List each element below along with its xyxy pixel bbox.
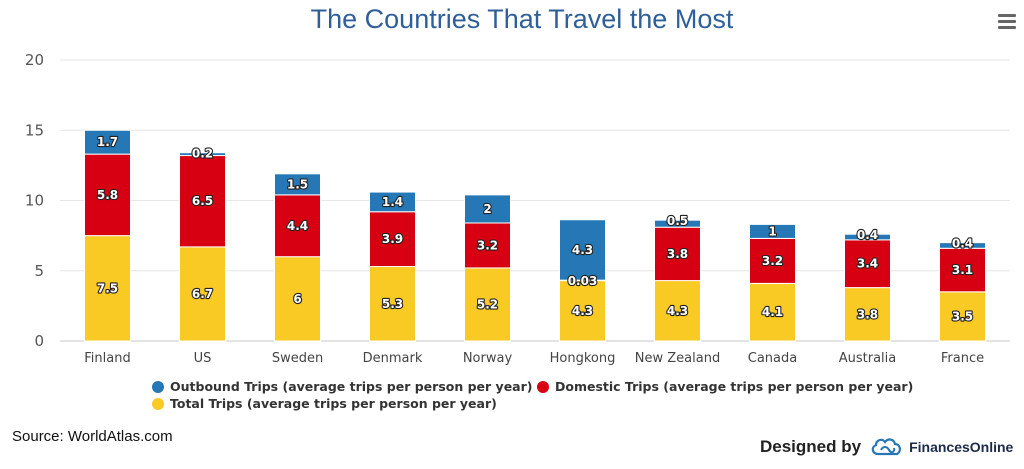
legend-marker [152,398,164,410]
data-label: 7.5 [97,281,118,295]
bar-segment[interactable] [274,173,321,196]
data-labels: 7.5 5.8 1.7 6.7 6.5 0.2 6 4.4 1.5 5.3 3.9 1.4 5.2 3.2… [96,134,974,324]
bar-segment[interactable] [274,194,321,258]
financesonline-logo-icon [871,438,902,456]
legend[interactable]: Outbound Trips (average trips per person… [152,379,913,411]
data-label: 4.3 [667,304,688,318]
data-label: 3.8 [667,247,688,261]
bar-segment[interactable] [939,242,986,249]
data-label: 3.5 [952,309,973,323]
data-label: 0.4 [952,237,973,251]
legend-item[interactable]: Total Trips (average trips per person pe… [152,396,497,411]
legend-item[interactable]: Domestic Trips (average trips per person… [537,379,913,394]
data-label: 0.4 [857,228,878,242]
x-tick-label: Hongkong [550,351,616,366]
data-label: 3.9 [382,232,403,246]
data-label: 6 [293,292,301,306]
data-label: 6.7 [192,287,213,301]
legend-label: Outbound Trips (average trips per person… [170,379,532,394]
data-label: 5.3 [382,297,403,311]
legend-marker [152,381,164,393]
legend-item[interactable]: Outbound Trips (average trips per person… [152,379,532,394]
y-axis-ticks: 0 5 10 15 20 [25,51,44,350]
x-axis-ticks: Finland US Sweden Denmark Norway Hongkong New … [84,351,984,366]
data-label: 2 [483,202,491,216]
bar-segment[interactable] [654,219,701,228]
data-label: 3.4 [857,257,878,271]
brand-name: FinancesOnline [909,439,1014,455]
x-tick-label: Norway [463,351,513,366]
data-label: 6.5 [192,194,213,208]
data-label: 3.2 [762,254,783,268]
x-tick-label: Denmark [363,351,423,366]
designed-by-credit: Designed by FinancesOnline [760,436,1013,458]
data-label: 4.3 [572,304,593,318]
bar-segment[interactable] [844,239,891,289]
x-tick-label: Canada [748,351,797,366]
bar-segment[interactable] [559,219,606,281]
bar-segment[interactable] [274,256,321,342]
bar-segment[interactable] [939,291,986,342]
legend-label: Total Trips (average trips per person pe… [170,396,497,411]
bar-segment[interactable] [464,222,511,269]
bar-segment[interactable] [749,237,796,284]
legend-marker [537,381,549,393]
y-tick-label: 5 [34,262,44,280]
bar-segment[interactable] [464,267,511,342]
x-tick-label: Sweden [272,351,323,366]
data-label: 4.1 [762,305,783,319]
bar-segment[interactable] [179,155,226,248]
x-tick-label: Australia [839,351,897,366]
bar-segment[interactable] [939,247,986,293]
bar-segment[interactable] [84,129,131,155]
data-label: 1.7 [97,135,118,149]
hamburger-menu-icon[interactable] [998,14,1016,30]
x-tick-label: France [941,351,984,366]
bar-segment[interactable] [844,233,891,241]
bar-segment[interactable] [559,280,606,342]
data-label: 4.3 [572,243,593,257]
data-label: 3.1 [952,263,973,277]
x-tick-label: Finland [84,351,130,366]
data-label: 0.5 [667,214,688,228]
x-tick-label: US [194,351,212,366]
data-label: 1.4 [382,195,403,209]
bar-segment[interactable] [84,235,131,342]
y-tick-label: 10 [25,192,44,210]
y-tick-label: 15 [25,121,44,139]
data-label: 0.03 [568,274,598,288]
bar-segment[interactable] [179,152,226,157]
bar-segment[interactable] [369,266,416,342]
designed-by-label: Designed by [760,437,862,456]
data-label: 0.2 [192,147,213,161]
bar-segment[interactable] [179,246,226,342]
data-label: 1.5 [287,177,308,191]
data-label: 5.8 [97,188,118,202]
bar-segment[interactable] [464,194,511,224]
data-label: 3.8 [857,307,878,321]
data-label: 1 [768,224,776,238]
bar-segment[interactable] [654,226,701,282]
bar-segment[interactable] [369,191,416,213]
bar-segment[interactable] [84,153,131,237]
legend-label: Domestic Trips (average trips per person… [555,379,913,394]
bars [84,129,986,342]
y-tick-label: 20 [25,51,44,69]
bar-segment[interactable] [749,282,796,342]
data-label: 3.2 [477,238,498,252]
x-tick-label: New Zealand [635,351,720,366]
bar-segment[interactable] [844,287,891,342]
y-tick-label: 0 [34,332,44,350]
chart-title: The Countries That Travel the Most [311,4,734,34]
bar-segment[interactable] [749,223,796,239]
data-label: 4.4 [287,219,308,233]
data-label: 5.2 [477,297,498,311]
source-note: Source: WorldAtlas.com [12,428,173,445]
bar-segment[interactable] [654,280,701,342]
